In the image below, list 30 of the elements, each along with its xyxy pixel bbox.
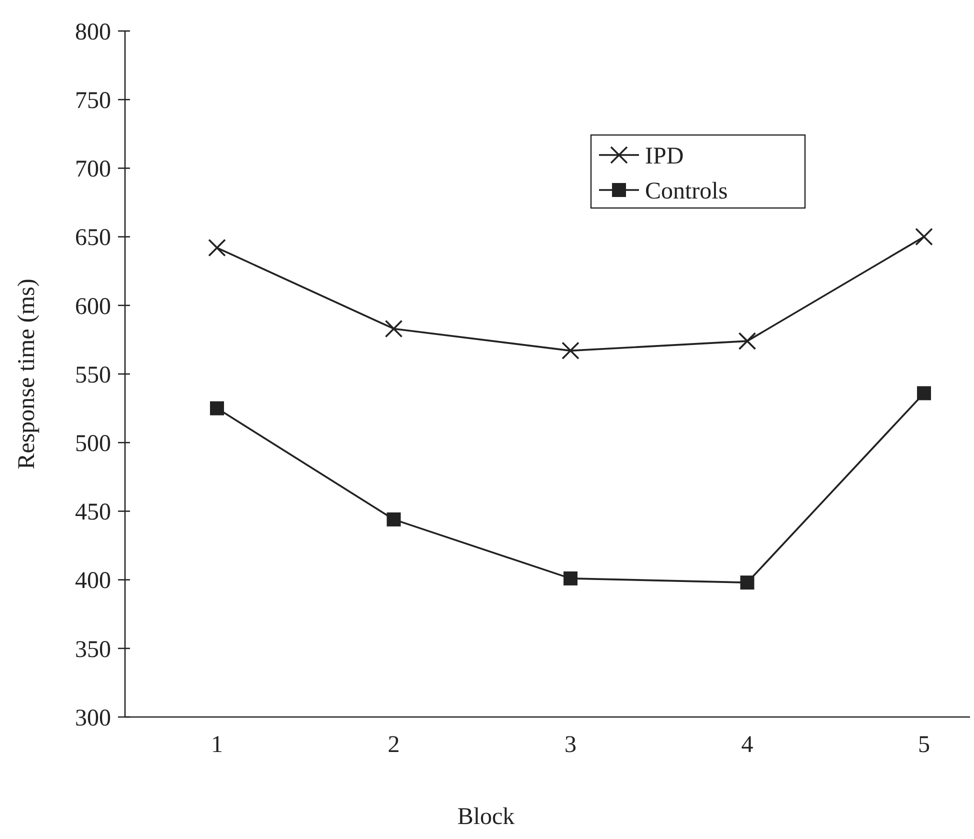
legend-label: Controls (645, 178, 728, 204)
point (915, 228, 933, 246)
point (564, 571, 578, 586)
y-tick-label: 300 (75, 705, 111, 732)
point (917, 386, 931, 400)
x-tick-label: 1 (211, 732, 223, 758)
point (210, 401, 224, 416)
x-tick-label: 5 (918, 732, 930, 758)
point (386, 512, 401, 526)
x-tick-label: 2 (388, 732, 400, 758)
point (562, 342, 580, 360)
y-tick-label: 350 (75, 636, 111, 663)
x-tick-label: 3 (564, 732, 576, 758)
y-tick-label: 750 (75, 88, 111, 114)
x-axis-title: Block (457, 804, 515, 830)
y-tick-label: 450 (75, 500, 111, 526)
y-tick-label: 800 (75, 19, 111, 46)
x-tick-label: 4 (741, 732, 754, 758)
y-tick-label: 600 (75, 294, 111, 320)
point (738, 332, 756, 350)
legend-label: IPD (645, 143, 684, 170)
point (740, 576, 754, 590)
point (208, 238, 226, 257)
y-tick-label: 500 (75, 431, 111, 457)
y-axis-title: Response time (ms) (14, 278, 40, 470)
point (384, 320, 403, 338)
y-tick-label: 550 (75, 362, 111, 388)
y-tick-label: 700 (75, 156, 111, 183)
y-tick-label: 650 (75, 225, 111, 252)
y-tick-label: 400 (75, 568, 111, 594)
